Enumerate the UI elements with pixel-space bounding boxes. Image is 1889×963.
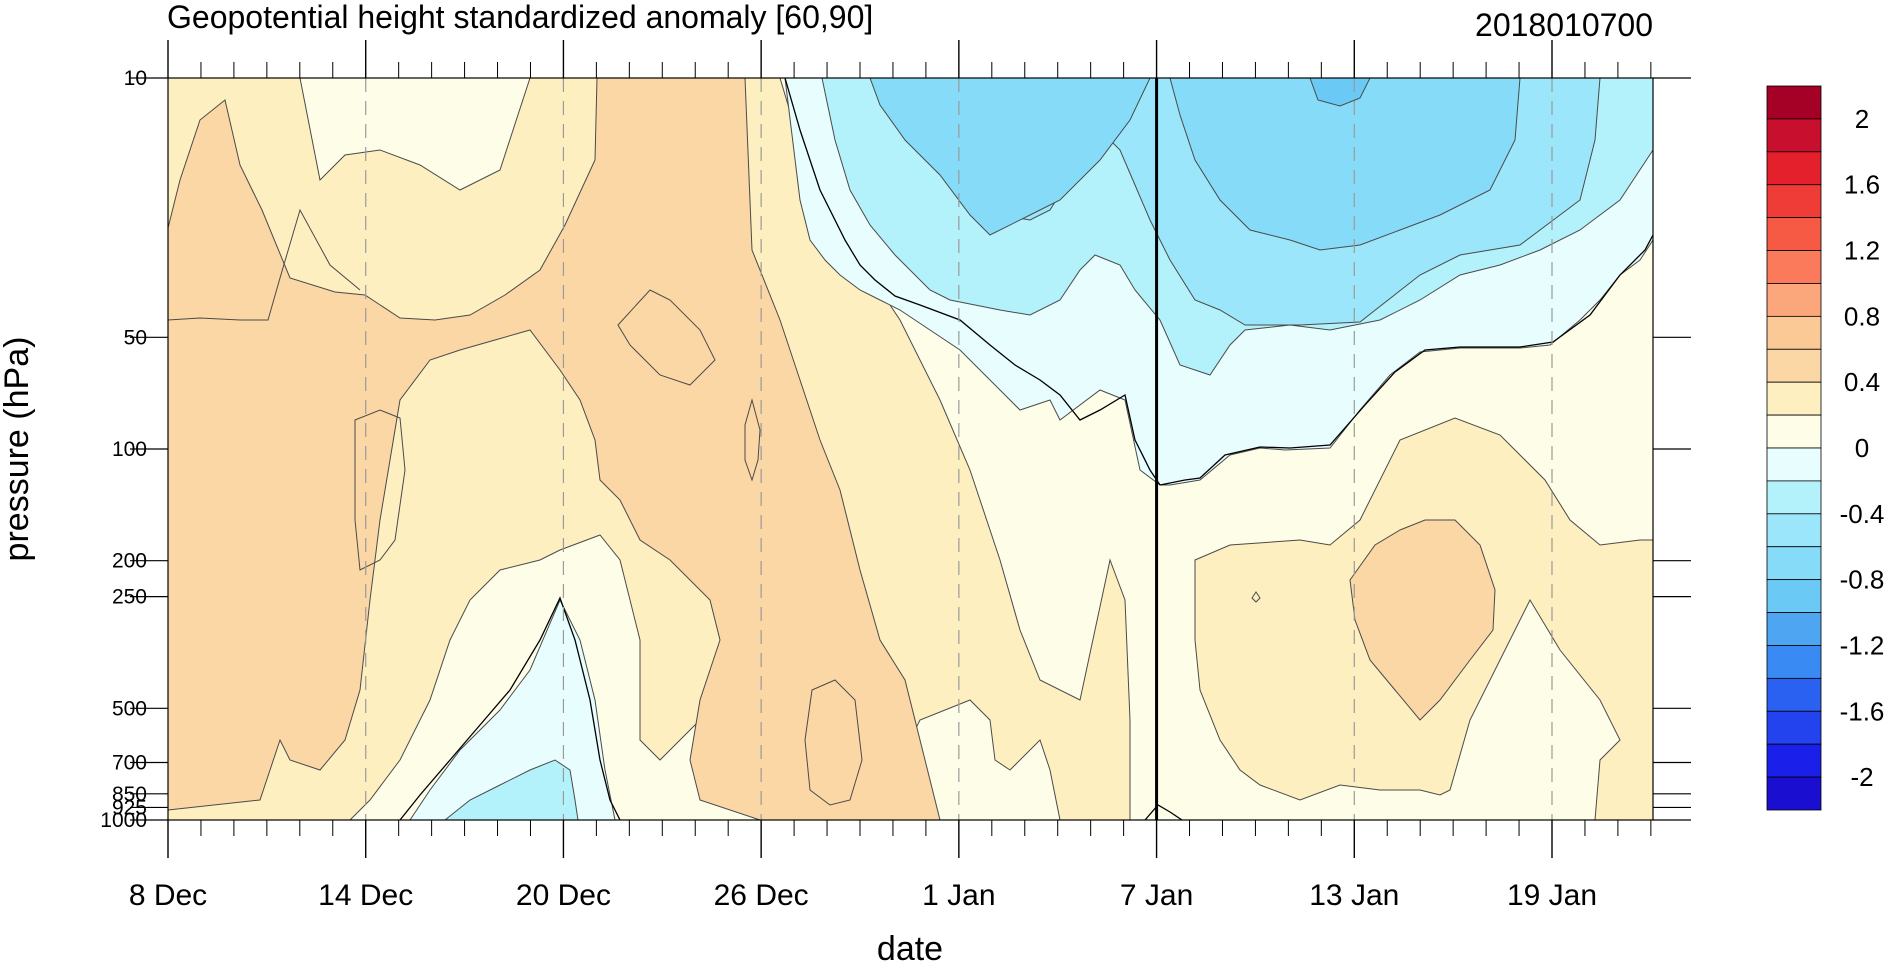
colorbar-swatch — [1766, 283, 1822, 317]
colorbar-swatch — [1766, 447, 1822, 482]
positive-anomaly-region — [1349, 519, 1496, 721]
y-tick-label: 925 — [112, 796, 147, 819]
colorbar-label: 2 — [1855, 104, 1869, 134]
colorbar-swatch — [1766, 414, 1822, 449]
colorbar-label: -2 — [1850, 762, 1873, 792]
x-axis-label: date — [877, 930, 943, 963]
colorbar-label: -1.6 — [1840, 696, 1885, 726]
colorbar-swatch — [1766, 612, 1822, 646]
colorbar-swatch — [1766, 710, 1822, 745]
x-tick-label: 14 Dec — [318, 879, 413, 912]
positive-anomaly-region — [168, 78, 941, 820]
colorbar-swatch — [1766, 513, 1822, 548]
x-tick-label: 13 Jan — [1309, 879, 1399, 912]
colorbar-label: 1.6 — [1844, 170, 1880, 200]
colorbar-label: 0.4 — [1844, 367, 1880, 397]
colorbar-swatch — [1766, 85, 1822, 120]
chart-subtitle: 2018010700 — [1475, 7, 1653, 43]
colorbar-swatch — [1766, 381, 1822, 416]
negative-anomaly-region — [1169, 78, 1653, 251]
y-tick-label: 850 — [112, 783, 147, 806]
colorbar-label: -0.8 — [1840, 565, 1885, 595]
y-axis-label: pressure (hPa) — [0, 337, 36, 562]
colorbar-swatch — [1766, 348, 1822, 383]
colorbar-label: 0 — [1855, 433, 1869, 463]
colorbar-swatch — [1766, 480, 1822, 515]
contour-line — [617, 289, 716, 386]
zero-contour-line — [784, 78, 1161, 486]
y-tick-label: 100 — [112, 438, 147, 461]
colorbar-label: 0.8 — [1844, 301, 1880, 331]
colorbar-swatch — [1766, 677, 1822, 712]
x-tick-label: 26 Dec — [714, 879, 809, 912]
negative-anomaly-region — [1309, 78, 1371, 107]
date-gridlines — [365, 78, 1553, 820]
y-tick-label: 700 — [112, 752, 147, 775]
y-tick-label: 200 — [112, 550, 147, 573]
y-tick-label: 10 — [124, 67, 147, 90]
x-tick-label: 1 Jan — [922, 879, 995, 912]
colorbar-swatch — [1766, 743, 1822, 778]
chart-title: Geopotential height standardized anomaly… — [167, 0, 873, 35]
contour-field — [168, 78, 1653, 820]
colorbar-swatch — [1766, 217, 1822, 251]
zero-contour-line — [1144, 804, 1183, 820]
x-tick-label: 7 Jan — [1120, 879, 1193, 912]
colorbar-swatch — [1766, 118, 1822, 153]
colorbar: 2 1.6 1.2 0.8 0.4 0 -0.4 -0.8 -1.2 -1.6 -2 — [1766, 85, 1885, 811]
contour-line — [1251, 591, 1261, 603]
colorbar-swatch — [1766, 250, 1822, 284]
contour-line — [168, 208, 361, 321]
colorbar-swatch — [1766, 776, 1822, 811]
colorbar-label: 1.2 — [1844, 236, 1880, 266]
negative-anomaly-region — [869, 78, 1151, 236]
colorbar-swatch — [1766, 151, 1822, 186]
zero-contour-line — [1159, 234, 1653, 486]
colorbar-label: -0.4 — [1840, 499, 1885, 529]
colorbar-swatch — [1766, 546, 1822, 581]
colorbar-swatch — [1766, 184, 1822, 219]
zero-contour-line — [399, 596, 621, 820]
colorbar-swatch — [1766, 315, 1822, 350]
contour-line — [354, 409, 406, 571]
y-tick-label: 500 — [112, 697, 147, 720]
colorbar-swatch — [1766, 579, 1822, 613]
y-tick-label: 50 — [124, 326, 147, 349]
colorbar-swatch — [1766, 645, 1822, 679]
x-tick-label: 8 Dec — [129, 879, 207, 912]
x-axis: 8 Dec 14 Dec 20 Dec 26 Dec 1 Jan 7 Jan 13 Jan 1… — [129, 40, 1652, 912]
contour-line — [744, 398, 761, 482]
y-tick-label: 1000 — [100, 809, 147, 832]
x-tick-label: 20 Dec — [516, 879, 611, 912]
negative-anomaly-region — [444, 759, 579, 820]
colorbar-label: -1.2 — [1840, 630, 1885, 660]
x-tick-label: 19 Jan — [1507, 879, 1597, 912]
contour-line — [804, 679, 863, 806]
y-tick-label: 250 — [112, 586, 147, 609]
